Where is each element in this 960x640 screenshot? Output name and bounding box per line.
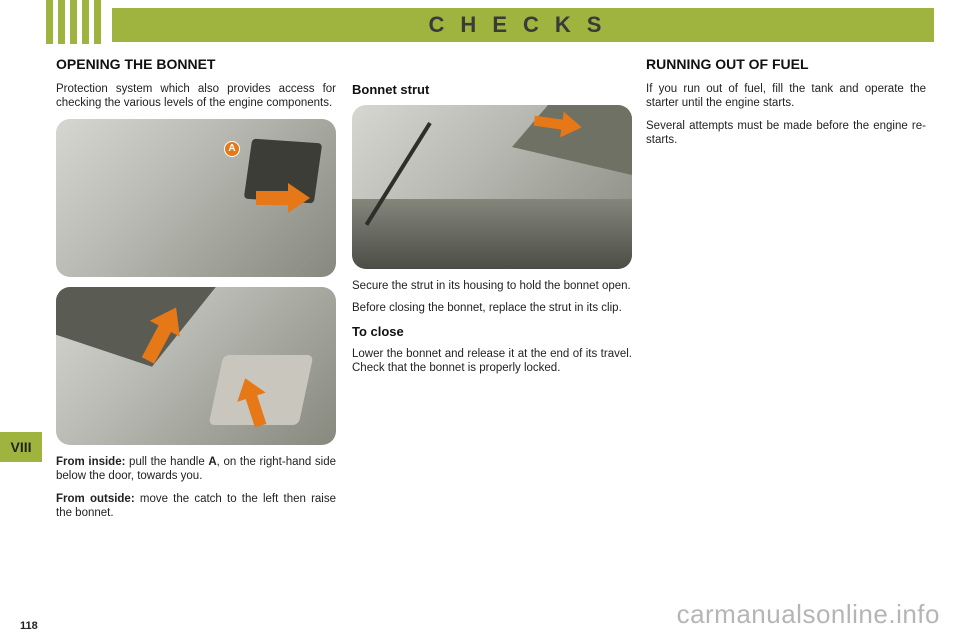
image-bonnet-strut — [352, 105, 632, 269]
page: CHECKS VIII OPENING THE BONNET Protectio… — [0, 0, 960, 640]
chapter-tab: VIII — [0, 432, 42, 462]
section-header: CHECKS — [112, 8, 934, 42]
strut-replace-text: Before closing the bonnet, replace the s… — [352, 301, 632, 315]
column-3: RUNNING OUT OF FUEL If you run out of fu… — [646, 56, 926, 156]
column-1: OPENING THE BONNET Protection system whi… — [56, 56, 336, 528]
marker-a-label: A — [228, 143, 235, 154]
marker-a-badge: A — [224, 141, 240, 157]
image-bonnet-release-interior: A — [56, 119, 336, 277]
from-inside-label: From inside: — [56, 456, 125, 468]
fuel-p1: If you run out of fuel, fill the tank an… — [646, 82, 926, 111]
arrow-right-icon — [256, 183, 310, 213]
page-number: 118 — [20, 620, 38, 632]
heading-to-close: To close — [352, 324, 632, 339]
decorative-stripes — [46, 0, 101, 44]
to-close-text: Lower the bonnet and release it at the e… — [352, 347, 632, 376]
from-inside-text: From inside: pull the handle A, on the r… — [56, 455, 336, 484]
content-area: OPENING THE BONNET Protection system whi… — [56, 56, 930, 620]
from-outside-label: From outside: — [56, 493, 135, 505]
image-bonnet-catch-exterior — [56, 287, 336, 445]
section-title: CHECKS — [429, 12, 618, 38]
from-outside-text: From outside: move the catch to the left… — [56, 492, 336, 521]
fuel-p2: Several attempts must be made before the… — [646, 119, 926, 148]
intro-text: Protection system which also provides ac… — [56, 82, 336, 111]
strut-secure-text: Secure the strut in its housing to hold … — [352, 279, 632, 293]
column-2: Bonnet strut Secure the strut in its hou… — [352, 56, 632, 384]
heading-opening-bonnet: OPENING THE BONNET — [56, 56, 336, 72]
heading-bonnet-strut: Bonnet strut — [352, 82, 632, 97]
chapter-number: VIII — [10, 439, 31, 455]
watermark: carmanualsonline.info — [677, 599, 940, 630]
heading-running-out-fuel: RUNNING OUT OF FUEL — [646, 56, 926, 72]
